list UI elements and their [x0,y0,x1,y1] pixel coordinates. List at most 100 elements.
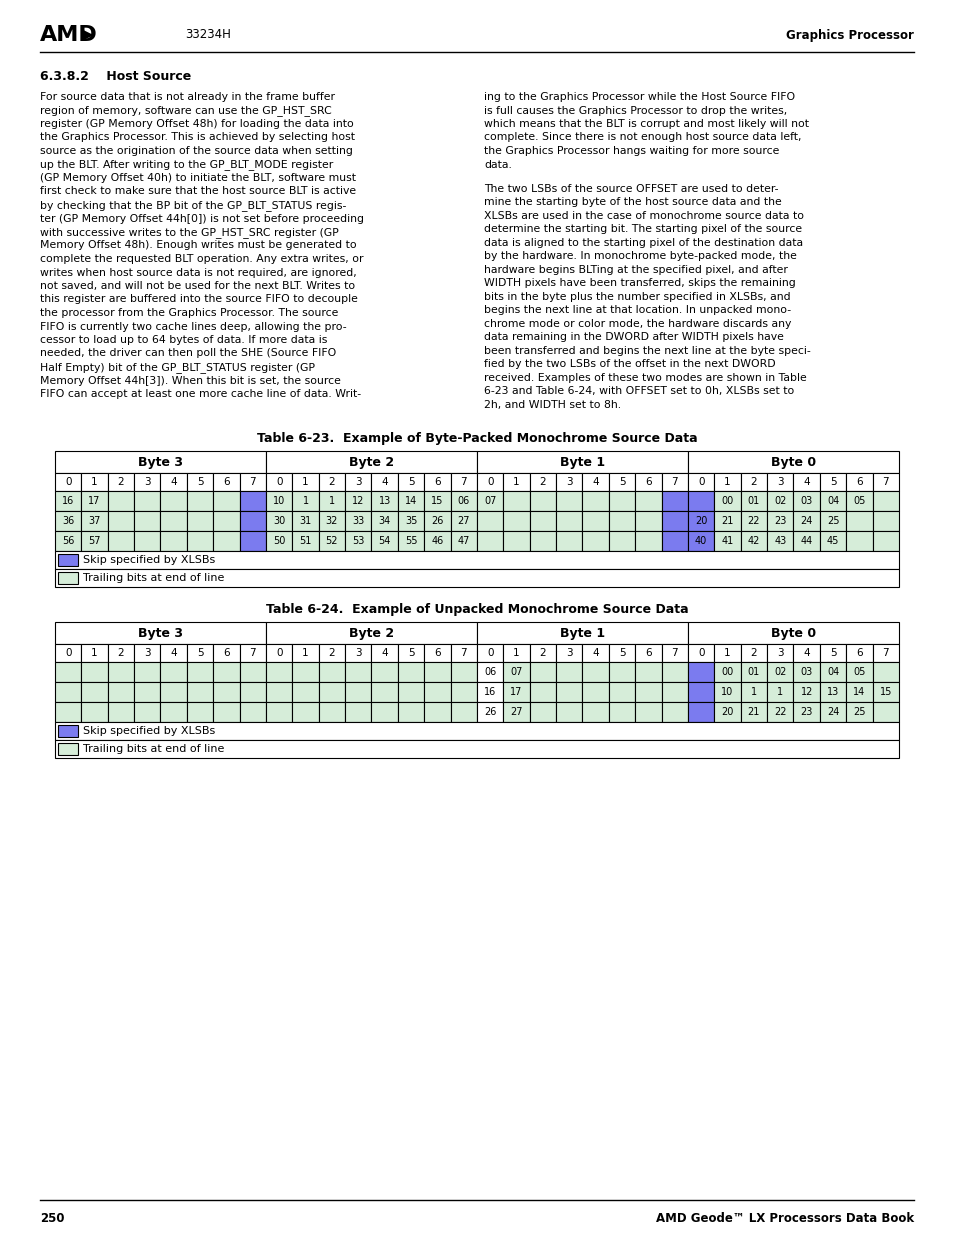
Text: 1: 1 [513,648,519,658]
Bar [266,682,292,703]
Text: 35: 35 [404,516,416,526]
Text: 2: 2 [328,477,335,488]
Bar [740,682,766,703]
Text: hardware begins BLTing at the specified pixel, and after: hardware begins BLTing at the specified … [483,264,787,275]
Text: 53: 53 [352,536,364,546]
Text: FIFO is currently two cache lines deep, allowing the pro-: FIFO is currently two cache lines deep, … [40,321,346,331]
Text: 04: 04 [826,667,839,677]
Bar [872,703,898,722]
Bar [503,531,529,551]
Bar [714,662,740,682]
Text: AMD Geode™ LX Processors Data Book: AMD Geode™ LX Processors Data Book [655,1212,913,1224]
Bar [345,645,371,662]
Text: 0: 0 [275,477,282,488]
Bar [55,451,266,473]
Text: 2: 2 [328,648,335,658]
Bar [476,622,687,645]
Bar [371,682,397,703]
Text: AMD: AMD [40,25,97,44]
Text: 13: 13 [378,496,391,506]
Text: 42: 42 [747,536,760,546]
Text: 33234H: 33234H [185,28,231,42]
Text: 1: 1 [750,688,757,698]
Bar [424,703,450,722]
Bar [134,492,160,511]
Bar [687,622,898,645]
Text: 05: 05 [852,667,864,677]
Text: 02: 02 [773,667,785,677]
Bar [292,492,318,511]
Text: 6: 6 [644,477,651,488]
Bar [239,682,266,703]
Text: 4: 4 [802,477,809,488]
Bar [371,703,397,722]
Text: 2: 2 [539,477,546,488]
Bar [55,740,898,758]
Text: 1: 1 [302,496,309,506]
Bar [766,511,793,531]
Bar [292,682,318,703]
Bar [714,703,740,722]
Bar [740,645,766,662]
Bar [635,662,661,682]
Bar [529,645,556,662]
Bar [582,662,608,682]
Text: Byte 3: Byte 3 [138,456,183,469]
Text: 15: 15 [431,496,443,506]
Bar [872,682,898,703]
Bar [661,645,687,662]
Text: 30: 30 [273,516,285,526]
Text: 0: 0 [275,648,282,658]
Bar [424,682,450,703]
Bar [872,492,898,511]
Bar [582,511,608,531]
Text: 07: 07 [483,496,496,506]
Bar [766,492,793,511]
Bar [845,662,872,682]
Bar [55,531,81,551]
Text: 13: 13 [826,688,839,698]
Bar [556,703,582,722]
Bar [187,645,213,662]
Bar [793,531,819,551]
Bar [766,703,793,722]
Bar [134,645,160,662]
Bar [476,492,503,511]
Bar [397,511,424,531]
Text: received. Examples of these two modes are shown in Table: received. Examples of these two modes ar… [483,373,806,383]
Text: Byte 1: Byte 1 [559,627,604,640]
Bar [766,473,793,492]
Text: data remaining in the DWORD after WIDTH pixels have: data remaining in the DWORD after WIDTH … [483,332,783,342]
Text: 5: 5 [618,477,625,488]
Bar [556,511,582,531]
Bar [187,473,213,492]
Text: Memory Offset 48h). Enough writes must be generated to: Memory Offset 48h). Enough writes must b… [40,241,356,251]
Bar [55,703,81,722]
Bar [635,645,661,662]
Bar [661,511,687,531]
Text: 1: 1 [302,648,309,658]
Text: 4: 4 [171,477,177,488]
Text: 57: 57 [89,536,101,546]
Text: 17: 17 [510,688,522,698]
Text: first check to make sure that the host source BLT is active: first check to make sure that the host s… [40,186,355,196]
Text: 50: 50 [273,536,285,546]
Text: 5: 5 [618,648,625,658]
Text: 07: 07 [510,667,522,677]
Bar [266,645,292,662]
Bar [55,622,266,645]
Bar [266,473,292,492]
Bar [81,492,108,511]
Bar [476,511,503,531]
Text: mine the starting byte of the host source data and the: mine the starting byte of the host sourc… [483,198,781,207]
Bar [160,662,187,682]
Bar [108,682,134,703]
Bar [608,645,635,662]
Text: 5: 5 [407,648,414,658]
Text: ▶: ▶ [82,27,93,42]
Text: 40: 40 [695,536,706,546]
Bar [345,682,371,703]
Bar [81,473,108,492]
Text: 4: 4 [802,648,809,658]
Text: 43: 43 [774,536,785,546]
